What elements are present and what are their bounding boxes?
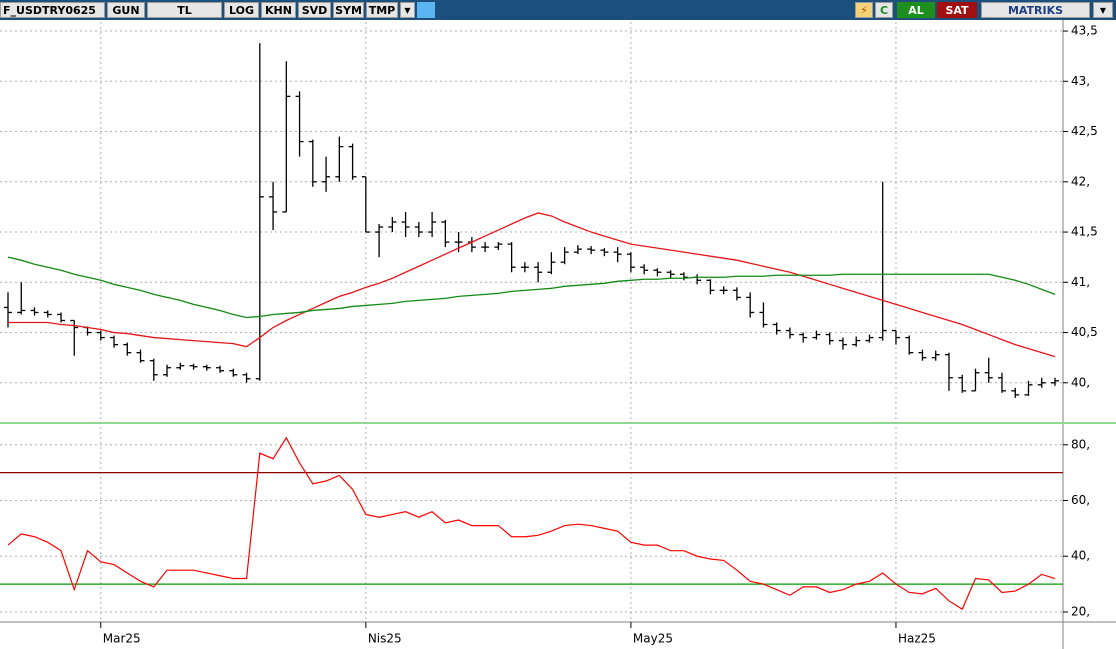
y-tick-label: 41,5 xyxy=(1071,225,1098,239)
y-tick-label: 41, xyxy=(1071,275,1090,289)
x-tick-label: May25 xyxy=(633,632,673,646)
panel-separator xyxy=(0,422,1116,424)
x-tick-label: Nis25 xyxy=(368,632,402,646)
refresh-button[interactable]: C xyxy=(875,2,893,18)
y-tick-label: 80, xyxy=(1071,437,1090,451)
y-tick-label: 42,5 xyxy=(1071,124,1098,138)
button[interactable]: GUN xyxy=(107,2,145,18)
y-tick-label: 60, xyxy=(1071,493,1090,507)
y-tick-label: 42, xyxy=(1071,174,1090,188)
dropdown[interactable]: ▼ xyxy=(400,2,415,18)
y-tick-label: 40,5 xyxy=(1071,325,1098,339)
sell-button[interactable]: SAT xyxy=(937,2,977,18)
buy-button[interactable]: AL xyxy=(897,2,935,18)
button[interactable]: SYM xyxy=(333,2,364,18)
x-tick-label: Haz25 xyxy=(898,632,936,646)
y-tick-label: 20, xyxy=(1071,604,1090,618)
x-tick-label: Mar25 xyxy=(103,632,141,646)
button[interactable]: KHN xyxy=(261,2,296,18)
y-tick-label: 40, xyxy=(1071,375,1090,389)
toolbar: F_USDTRY0625 GUN TL LOG KHN SVD SYM TMP … xyxy=(0,0,1116,20)
lightning-icon[interactable]: ⚡ xyxy=(855,2,873,18)
y-tick-label: 40, xyxy=(1071,549,1090,563)
menu-dropdown[interactable]: ▼ xyxy=(1093,2,1113,18)
button[interactable]: TMP xyxy=(366,2,398,18)
indicator-line xyxy=(7,436,1056,611)
y-tick-label: 43, xyxy=(1071,74,1090,88)
symbol[interactable]: F_USDTRY0625 xyxy=(0,2,105,18)
moving-average xyxy=(7,256,1056,319)
button[interactable]: TL xyxy=(147,2,222,18)
button[interactable]: SVD xyxy=(298,2,331,18)
moving-average xyxy=(8,212,1056,358)
twitter-icon[interactable] xyxy=(417,2,435,18)
y-tick-label: 43,5 xyxy=(1071,24,1098,38)
button[interactable]: LOG xyxy=(224,2,259,18)
brand: MATRIKS xyxy=(981,2,1090,18)
